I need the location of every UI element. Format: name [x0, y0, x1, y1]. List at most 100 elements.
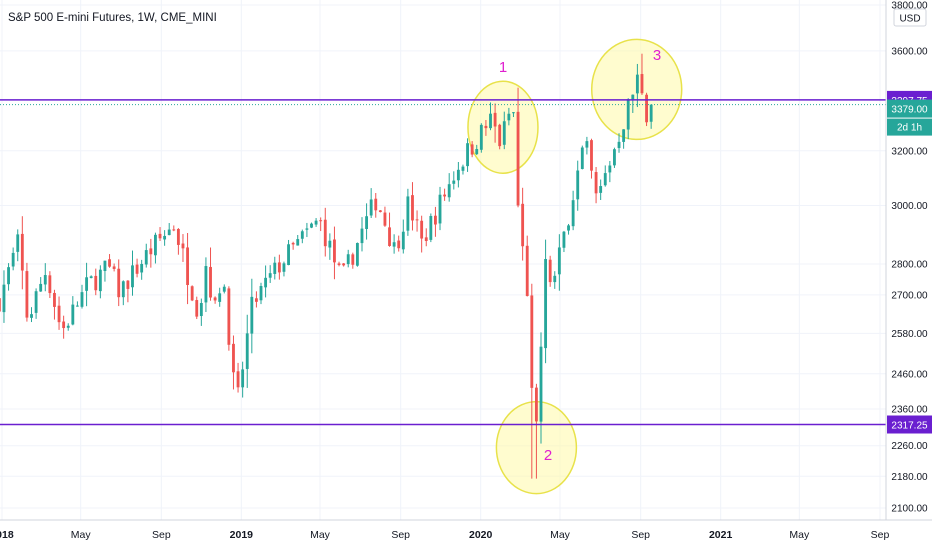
candle: [25, 262, 29, 322]
candle-body: [268, 273, 272, 278]
chart-title: S&P 500 E-mini Futures, 1W, CME_MINI: [8, 12, 217, 24]
candle: [135, 258, 139, 278]
time-tick-label: Sep: [391, 529, 410, 541]
candle-body: [493, 112, 497, 127]
candle-body: [222, 286, 226, 292]
candle-body: [369, 199, 373, 216]
candle: [314, 218, 318, 227]
candle: [259, 282, 263, 305]
candle: [39, 277, 43, 292]
candle-body: [479, 124, 483, 150]
time-tick-label: Sep: [152, 529, 171, 541]
candle-body: [337, 263, 341, 265]
currency-badge[interactable]: [893, 8, 927, 27]
candle: [85, 262, 89, 307]
candle-body: [590, 140, 593, 171]
candle-body: [333, 239, 336, 263]
candle-body: [209, 266, 212, 298]
candle-body: [126, 280, 130, 289]
candle: [121, 280, 125, 306]
candle: [530, 283, 534, 479]
candles-layer: [0, 53, 653, 479]
candle: [466, 138, 469, 172]
candle-body: [16, 234, 20, 252]
candle: [590, 138, 593, 179]
candle: [544, 239, 548, 364]
candle: [250, 278, 254, 354]
candle: [222, 284, 226, 294]
candle: [94, 268, 98, 296]
candle: [411, 182, 414, 231]
price-tick-label: 3600.00: [891, 46, 928, 57]
candle-body: [66, 325, 70, 328]
candle-body: [250, 296, 254, 334]
price-tick-label: 2260.00: [891, 441, 928, 452]
candle: [172, 225, 176, 232]
candle: [507, 107, 511, 126]
candle: [622, 129, 626, 149]
candle: [30, 307, 33, 323]
candle-body: [98, 269, 102, 292]
candle-body: [351, 254, 355, 265]
candle-body: [434, 215, 437, 225]
candle-body: [89, 276, 93, 279]
candle: [282, 261, 286, 277]
candle: [154, 232, 157, 264]
candle: [378, 209, 382, 213]
time-axis-labels: 2018 May Sep 2019 May Sep 2020 May Sep 2021 May Sep: [0, 529, 889, 541]
annotation-circles: [467, 38, 683, 495]
candle: [434, 206, 437, 237]
candle: [112, 263, 116, 272]
candle: [383, 206, 387, 227]
candle: [277, 254, 281, 280]
candle: [342, 263, 346, 267]
candle-body: [117, 268, 121, 298]
candle-body: [388, 227, 391, 246]
candle-body: [167, 229, 171, 236]
candle-body: [553, 275, 557, 283]
candle: [241, 361, 245, 398]
candle-body: [213, 297, 217, 301]
candle: [585, 136, 589, 155]
candle-body: [599, 186, 603, 193]
candle-body: [544, 258, 548, 349]
candle-body: [516, 111, 520, 206]
candle-body: [608, 165, 612, 173]
candle: [429, 213, 433, 243]
annotation-label: 2: [544, 447, 552, 464]
candle-body: [241, 369, 245, 388]
candle-body: [447, 184, 451, 198]
candle-body: [328, 240, 332, 248]
candle-body: [181, 243, 185, 249]
candle-body: [580, 147, 584, 169]
candle: [470, 141, 474, 158]
candle-body: [613, 149, 616, 166]
candle-body: [34, 291, 38, 313]
candle-body: [502, 121, 506, 145]
candle-body: [645, 94, 648, 123]
candle: [236, 362, 240, 393]
candle: [213, 296, 217, 304]
countdown-label: 2d 1h: [897, 123, 922, 134]
candle: [0, 298, 1, 312]
candle: [534, 383, 538, 479]
candle: [548, 255, 552, 287]
candle: [218, 287, 222, 307]
candle-body: [57, 305, 61, 323]
candle-body: [140, 263, 144, 273]
price-tick-label: 2460.00: [891, 369, 928, 380]
price-tick-label: 3200.00: [891, 146, 928, 157]
time-axis-background[interactable]: [0, 520, 932, 550]
candle-body: [121, 281, 125, 298]
candle: [7, 263, 10, 291]
candle-body: [484, 125, 488, 129]
candle: [209, 247, 212, 301]
candle-body: [401, 231, 405, 250]
candle-body: [411, 195, 414, 221]
annotation-label: 3: [653, 47, 661, 64]
candle-body: [30, 314, 33, 318]
candle: [199, 298, 203, 326]
candle: [2, 270, 6, 323]
candle: [649, 104, 653, 129]
